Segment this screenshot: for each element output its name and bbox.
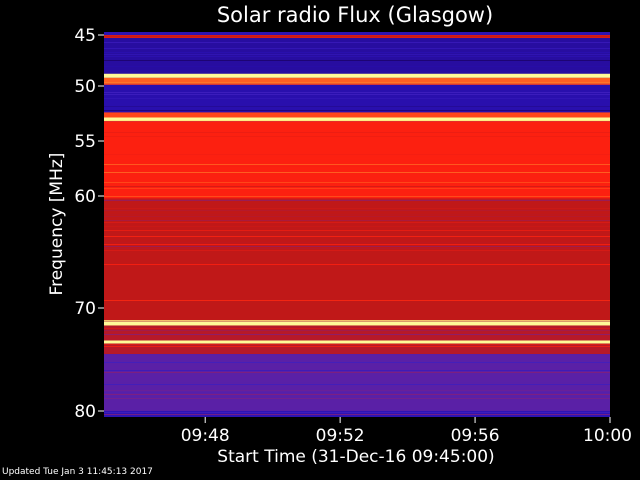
x-tick-label: 09:48 — [181, 426, 230, 446]
spectral-stripe — [104, 362, 610, 363]
spectral-stripe — [104, 182, 610, 183]
spectral-stripe — [104, 166, 610, 167]
spectral-stripe — [104, 42, 610, 43]
spectral-stripe — [104, 320, 610, 321]
spectral-stripe — [104, 164, 610, 165]
spectral-stripe — [104, 380, 610, 381]
spectral-stripe — [104, 236, 610, 237]
spectral-stripe — [104, 246, 610, 247]
spectral-stripe — [104, 346, 610, 347]
spectral-stripe — [104, 48, 610, 49]
spectral-stripe — [104, 330, 610, 331]
spectral-stripe — [104, 392, 610, 393]
spectral-stripe — [104, 382, 610, 383]
frequency-band-8 — [104, 199, 610, 322]
spectral-stripe — [104, 132, 610, 133]
frequency-band-10 — [104, 325, 610, 355]
spectral-stripe — [104, 70, 610, 71]
spectral-stripe — [104, 92, 610, 93]
x-tick-label: 09:56 — [451, 426, 500, 446]
spectral-stripe — [104, 250, 610, 251]
spectral-stripe — [104, 394, 610, 395]
x-axis: 09:48 09:52 09:56 10:00 — [181, 417, 632, 446]
x-tick-label: 10:00 — [583, 426, 632, 446]
spectral-stripe — [104, 242, 610, 243]
spectral-stripe — [104, 300, 610, 301]
bright-line-3 — [104, 340, 610, 344]
spectral-stripe — [104, 384, 610, 385]
spectral-stripe — [104, 220, 610, 221]
spectral-stripe — [104, 136, 610, 137]
spectral-stripe — [104, 372, 610, 373]
spectral-stripe — [104, 208, 610, 209]
spectral-stripe — [104, 354, 610, 355]
spectral-stripe — [104, 328, 610, 329]
y-tick-label: 60 — [74, 187, 96, 207]
y-tick-label: 55 — [74, 132, 96, 152]
spectral-stripe — [104, 214, 610, 215]
bright-line-2 — [104, 321, 610, 325]
bright-line-1 — [104, 117, 610, 121]
spectral-stripe — [104, 244, 610, 245]
spectral-stripe — [104, 196, 610, 197]
spectral-stripe — [104, 106, 610, 107]
spectral-stripe — [104, 110, 610, 111]
spectral-stripe — [104, 154, 610, 155]
y-tick-label: 45 — [74, 26, 96, 46]
spectral-stripe — [104, 370, 610, 371]
spectral-stripe — [104, 54, 610, 55]
spectral-stripe — [104, 186, 610, 187]
spectral-stripe — [104, 414, 610, 415]
y-axis: 45 50 55 60 70 80 — [74, 26, 104, 422]
y-axis-title: Frequency [MHz] — [47, 153, 67, 296]
frequency-band-1 — [104, 38, 610, 74]
y-tick-label: 80 — [74, 402, 96, 422]
chart-title: Solar radio Flux (Glasgow) — [217, 3, 493, 27]
spectral-stripe — [104, 172, 610, 173]
spectral-stripe — [104, 264, 610, 265]
spectral-stripe — [104, 226, 610, 227]
spectral-stripe — [104, 216, 610, 217]
spectral-stripe — [104, 398, 610, 399]
spectral-stripe — [104, 84, 610, 85]
spectral-stripe — [104, 222, 610, 223]
spectral-stripe — [104, 94, 610, 95]
spectral-stripe — [104, 200, 610, 201]
spectral-stripe — [104, 66, 610, 67]
spectral-stripes — [104, 36, 610, 415]
spectral-stripe — [104, 224, 610, 225]
updated-timestamp: Updated Tue Jan 3 11:45:13 2017 — [2, 467, 153, 477]
x-tick-label: 09:52 — [316, 426, 365, 446]
frequency-band-3 — [104, 77, 610, 84]
spectral-stripe — [104, 210, 610, 211]
bright-line-0 — [104, 74, 610, 78]
spectral-stripe — [104, 366, 610, 367]
y-tick-label: 70 — [74, 299, 96, 319]
spectral-stripe — [104, 188, 610, 189]
spectral-stripe — [104, 56, 610, 57]
spectral-stripe — [104, 98, 610, 99]
y-tick-label: 50 — [74, 77, 96, 97]
spectral-stripe — [104, 198, 610, 199]
spectral-stripe — [104, 36, 610, 37]
spectral-stripe — [104, 60, 610, 61]
spectral-stripe — [104, 158, 610, 159]
x-axis-title: Start Time (31-Dec-16 09:45:00) — [217, 447, 494, 467]
spectral-stripe — [104, 248, 610, 249]
spectral-stripe — [104, 230, 610, 231]
spectral-stripe — [104, 412, 610, 413]
spectral-stripe — [104, 334, 610, 335]
spectral-stripe — [104, 344, 610, 345]
spectral-stripe — [104, 390, 610, 391]
spectral-stripe — [104, 52, 610, 53]
spectral-stripe — [104, 82, 610, 83]
frequency-band-5 — [104, 112, 610, 118]
